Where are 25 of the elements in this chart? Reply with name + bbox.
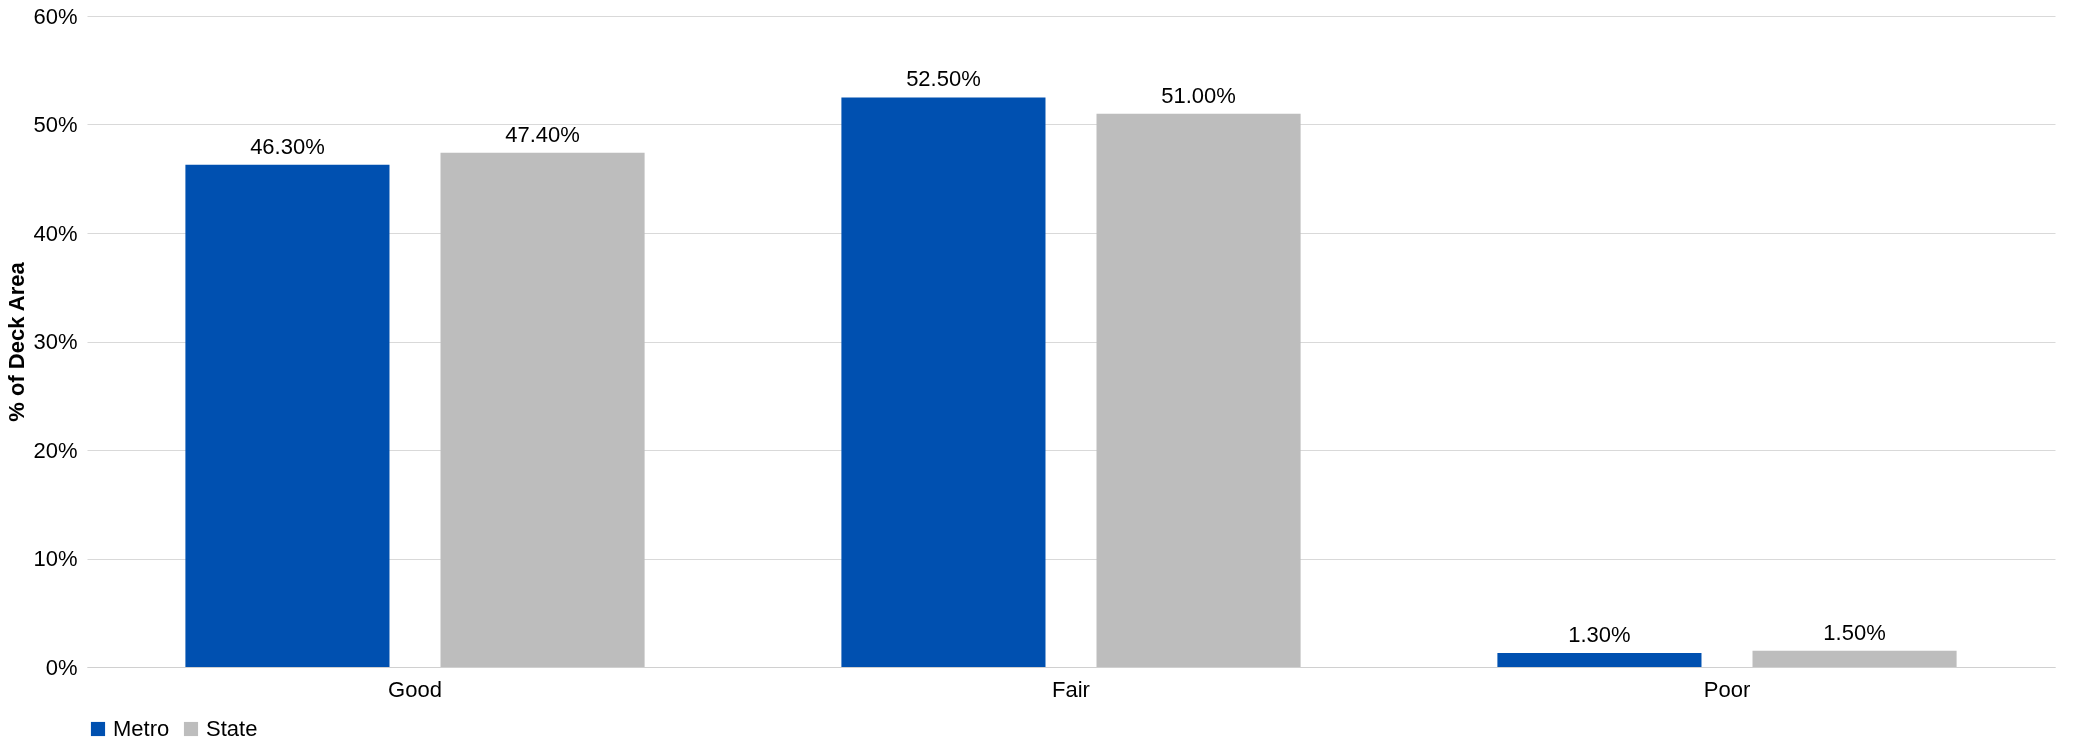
data-label: 52.50% [906,66,981,92]
bar [841,97,1046,667]
x-tick-label: Fair [1052,676,1090,702]
data-label: 1.30% [1568,621,1631,647]
y-tick-label: 30% [33,329,78,354]
x-tick-label: Poor [1703,676,1751,702]
y-tick-label: 0% [45,654,78,680]
y-tick-label: 50% [33,112,78,137]
bar [1497,652,1702,667]
y-tick-label: 20% [33,437,78,463]
bar [185,164,390,667]
data-label: 51.00% [1161,82,1236,108]
y-tick-label: 40% [33,220,78,246]
y-tick-label: 10% [33,546,78,571]
legend-label: Metro [113,716,170,741]
y-tick-label: 60% [33,3,78,29]
data-label: 47.40% [505,121,580,147]
legend-label: State [206,716,258,741]
data-label: 46.30% [250,133,325,159]
bar [440,152,645,667]
bar [1752,650,1957,667]
data-label: 1.50% [1823,619,1886,645]
y-axis-title: % of Deck Area [4,261,30,422]
x-tick-label: Good [388,676,442,702]
bar [1096,113,1301,667]
